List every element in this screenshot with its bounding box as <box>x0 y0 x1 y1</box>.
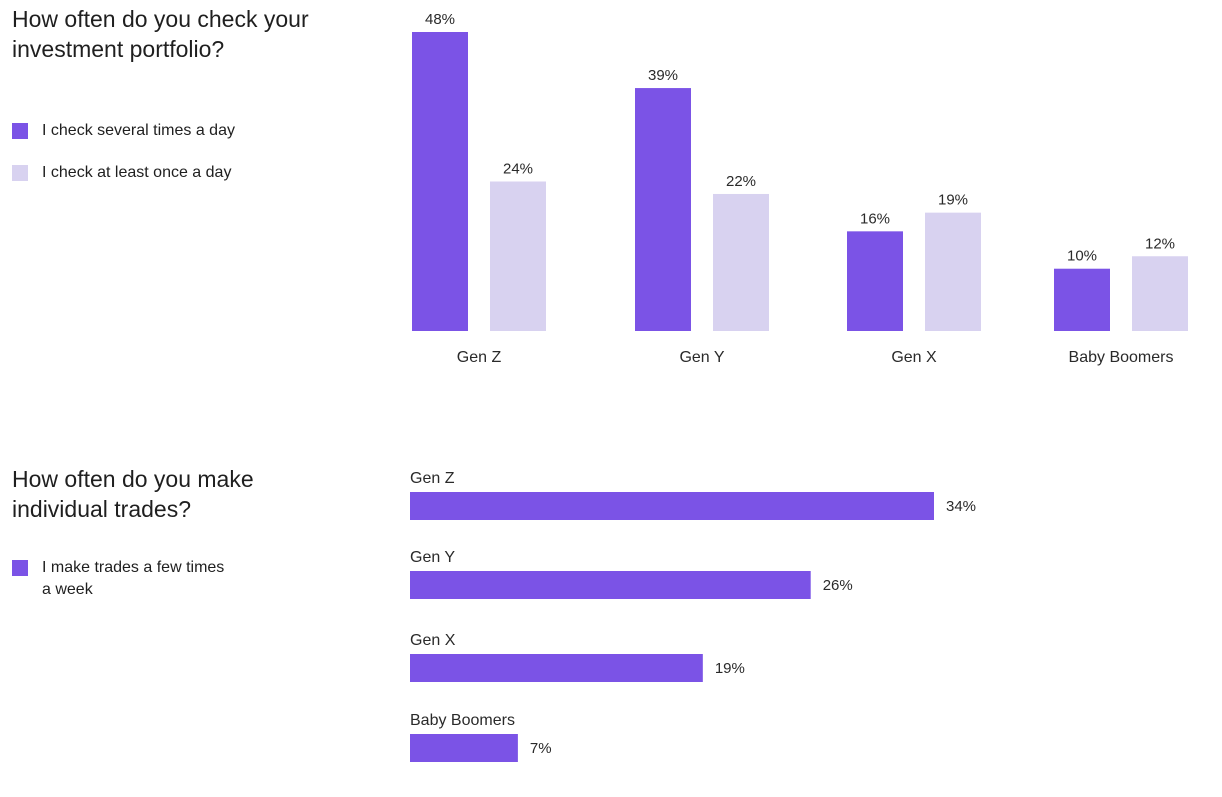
bar-gen-z <box>410 492 934 520</box>
data-label: 19% <box>938 192 968 209</box>
category-label-baby-boomers: Baby Boomers <box>1069 349 1174 366</box>
bar-gen-z-series-2 <box>490 181 546 331</box>
legend-swatch <box>12 165 28 181</box>
individual-trades-chart-panel: How often do you make individual trades?… <box>0 455 1222 797</box>
category-label-gen-z: Gen Z <box>410 470 455 487</box>
category-label-gen-x: Gen X <box>891 349 937 366</box>
bar-gen-x-series-2 <box>925 212 981 331</box>
category-label-gen-z: Gen Z <box>457 349 502 366</box>
legend-label: I check at least once a day <box>42 164 232 181</box>
legend-label: I make trades a few times a week <box>42 559 225 598</box>
data-label: 19% <box>715 660 745 677</box>
legend-swatch <box>12 123 28 139</box>
data-label: 24% <box>503 161 533 178</box>
data-label: 34% <box>946 498 976 515</box>
bar-gen-z-series-1 <box>412 32 468 331</box>
legend-item-once-a-day: I check at least once a day <box>12 162 235 204</box>
data-label: 22% <box>726 173 756 190</box>
bar-gen-y <box>410 571 811 599</box>
data-label: 26% <box>823 577 853 594</box>
data-label: 48% <box>425 11 455 28</box>
chart-legend: I make trades a few times a week <box>12 557 232 601</box>
chart-title: How often do you make individual trades? <box>12 466 254 522</box>
bar-gen-y-series-2 <box>713 193 769 331</box>
bar-baby-boomers-series-1 <box>1054 268 1110 331</box>
category-label-baby-boomers: Baby Boomers <box>410 712 515 729</box>
data-label: 12% <box>1145 235 1175 252</box>
chart-title: How often do you check your investment p… <box>12 6 309 62</box>
legend-swatch <box>12 560 28 576</box>
vertical-bar-chart: 48% 24% Gen Z 39% 22% Gen Y 16% 19% Gen X 10% 12% B… <box>412 11 1188 366</box>
bar-gen-y-series-1 <box>635 88 691 331</box>
category-label-gen-y: Gen Y <box>679 349 724 366</box>
bar-gen-x <box>410 654 703 682</box>
data-label: 10% <box>1067 248 1097 265</box>
bar-baby-boomers <box>410 734 518 762</box>
horizontal-bar-chart: Gen Z 34% Gen Y 26% Gen X 19% Baby Boomers 7% <box>410 470 976 762</box>
portfolio-check-chart-panel: How often do you check your investment p… <box>12 6 1188 366</box>
legend-label: I check several times a day <box>42 122 235 139</box>
data-label: 7% <box>530 740 552 757</box>
legend-item-several-times-a-day: I check several times a day <box>12 120 235 162</box>
category-label-gen-y: Gen Y <box>410 549 455 566</box>
category-label-gen-x: Gen X <box>410 632 456 649</box>
data-label: 16% <box>860 210 890 227</box>
legend-item-trades-few-times-a-week: I make trades a few times a week <box>12 557 232 601</box>
chart-legend: I check several times a day I check at l… <box>12 120 235 204</box>
bar-baby-boomers-series-2 <box>1132 256 1188 331</box>
bar-gen-x-series-1 <box>847 231 903 331</box>
data-label: 39% <box>648 67 678 84</box>
